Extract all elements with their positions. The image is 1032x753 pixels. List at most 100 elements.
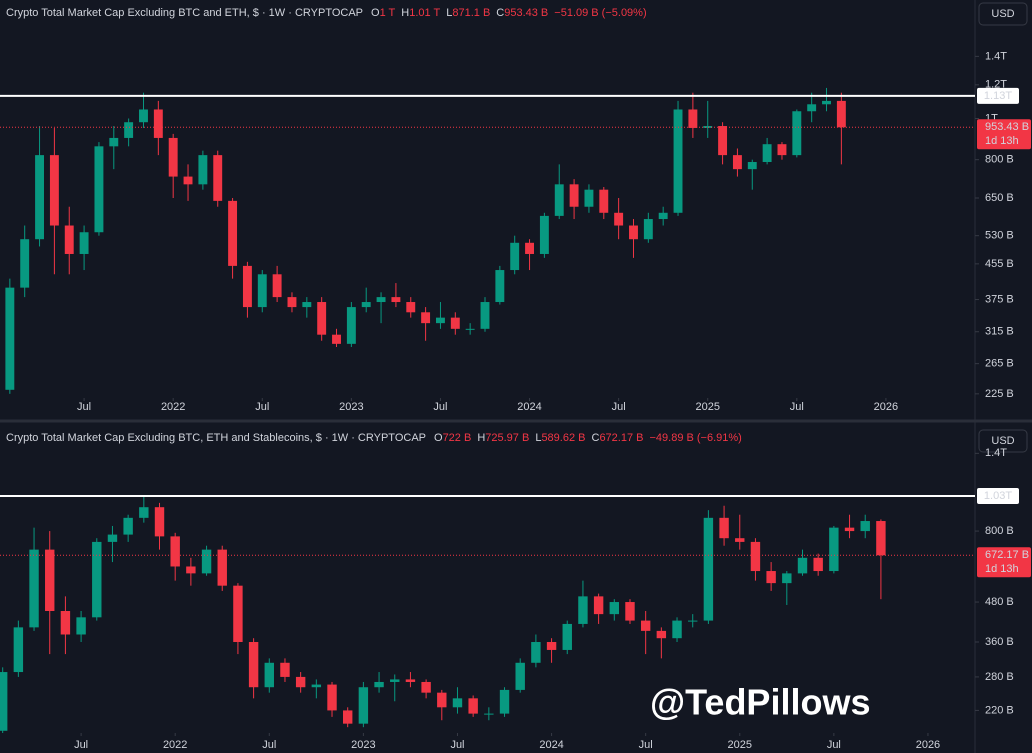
last-price-label: 672.17 B [985, 549, 1029, 561]
candle-body [640, 620, 651, 631]
candle-body [732, 155, 742, 170]
candle-body [421, 681, 431, 693]
quote-value: 722 B [443, 432, 472, 444]
x-tick-label: Jul [433, 401, 447, 413]
candle-body [525, 242, 534, 254]
candle-body [92, 541, 102, 618]
y-tick-label: 360 B [985, 636, 1014, 648]
candle-body [60, 611, 71, 635]
change: −49.89 B (−6.91%) [649, 432, 741, 444]
y-tick-label: 800 B [985, 525, 1014, 537]
chart-header: Crypto Total Market Cap Excluding BTC, E… [6, 432, 742, 444]
quote-value: 1 T [380, 7, 396, 19]
watermark: @TedPillows [650, 682, 870, 723]
candle-body [201, 549, 212, 574]
quote-key: O [434, 432, 443, 444]
candle-body [436, 317, 445, 324]
y-tick-label: 375 B [985, 293, 1014, 305]
quote-key: O [371, 7, 380, 19]
candle-body [257, 274, 267, 308]
x-tick-label: 2025 [695, 401, 719, 413]
candle-body [593, 596, 604, 615]
candle-body [578, 596, 588, 624]
candle-body [29, 549, 39, 628]
candle-body [614, 212, 624, 226]
x-tick-label: 2025 [728, 739, 752, 751]
x-tick-label: 2024 [517, 401, 541, 413]
quote-key: H [401, 7, 409, 19]
candle-body [0, 672, 8, 731]
currency-button[interactable] [978, 429, 1028, 453]
x-tick-label: Jul [639, 739, 653, 751]
y-tick-label: 1.2T [985, 79, 1007, 91]
candle-body [358, 687, 369, 724]
candle-body [673, 109, 683, 213]
candle-body [735, 538, 745, 542]
candle-body [777, 144, 787, 156]
quote-value: 871.1 B [452, 7, 490, 19]
y-tick-label: 225 B [985, 388, 1014, 400]
quote-key: H [477, 432, 485, 444]
candle-body [94, 146, 104, 233]
candle-body [153, 109, 163, 138]
x-tick-label: 2026 [916, 739, 940, 751]
y-tick-label: 1.4T [985, 447, 1007, 459]
candle-body [35, 155, 44, 240]
last-price-box [977, 547, 1031, 578]
candle-body [374, 681, 384, 688]
candle-body [750, 541, 761, 572]
candle-body [719, 517, 729, 539]
currency-label[interactable]: USD [991, 8, 1014, 20]
candle-body [327, 684, 337, 711]
candle-body [643, 219, 653, 240]
candle-body [302, 302, 312, 308]
candle-body [484, 713, 494, 715]
candle-body [342, 710, 353, 724]
x-tick-label: Jul [450, 739, 464, 751]
candle-body [170, 536, 180, 567]
candle-body [5, 287, 15, 390]
candle-body [346, 307, 356, 344]
quote-value: 672.17 B [599, 432, 643, 444]
level-label: 1.13T [984, 90, 1012, 102]
candle-body [405, 679, 416, 682]
candle-body [139, 507, 149, 518]
x-tick-label: 2026 [874, 401, 898, 413]
plot-area [0, 495, 886, 733]
candle-body [406, 302, 416, 313]
currency-label[interactable]: USD [991, 435, 1014, 447]
x-tick-label: Jul [612, 401, 626, 413]
x-tick-label: Jul [74, 739, 88, 751]
y-tick-label: 455 B [985, 258, 1014, 270]
x-tick-label: Jul [262, 739, 276, 751]
currency-button[interactable] [978, 2, 1028, 26]
candle-body [168, 137, 178, 177]
candle-body [272, 274, 282, 298]
candle-body [124, 122, 134, 138]
candle-body [76, 617, 86, 635]
y-tick-label: 650 B [985, 192, 1014, 204]
candle-body [510, 242, 520, 271]
candle-body [546, 642, 557, 650]
candle-body [747, 162, 757, 170]
candle-body [109, 137, 119, 147]
candle-body [515, 662, 525, 690]
candle-body [480, 302, 490, 329]
x-tick-label: Jul [827, 739, 841, 751]
candle-body [20, 239, 30, 288]
candle-body [45, 549, 55, 612]
x-tick-label: 2022 [163, 739, 187, 751]
last-price-box [977, 119, 1031, 150]
candle-body [186, 566, 196, 574]
countdown: 1d 13h [985, 135, 1019, 147]
y-tick-label: 1.4T [985, 50, 1007, 62]
quote-key: C [591, 432, 599, 444]
candle-body [390, 679, 400, 682]
candle-body [295, 676, 306, 688]
candle-body [311, 684, 322, 688]
candle-body [154, 507, 165, 537]
candle-body [569, 184, 579, 207]
